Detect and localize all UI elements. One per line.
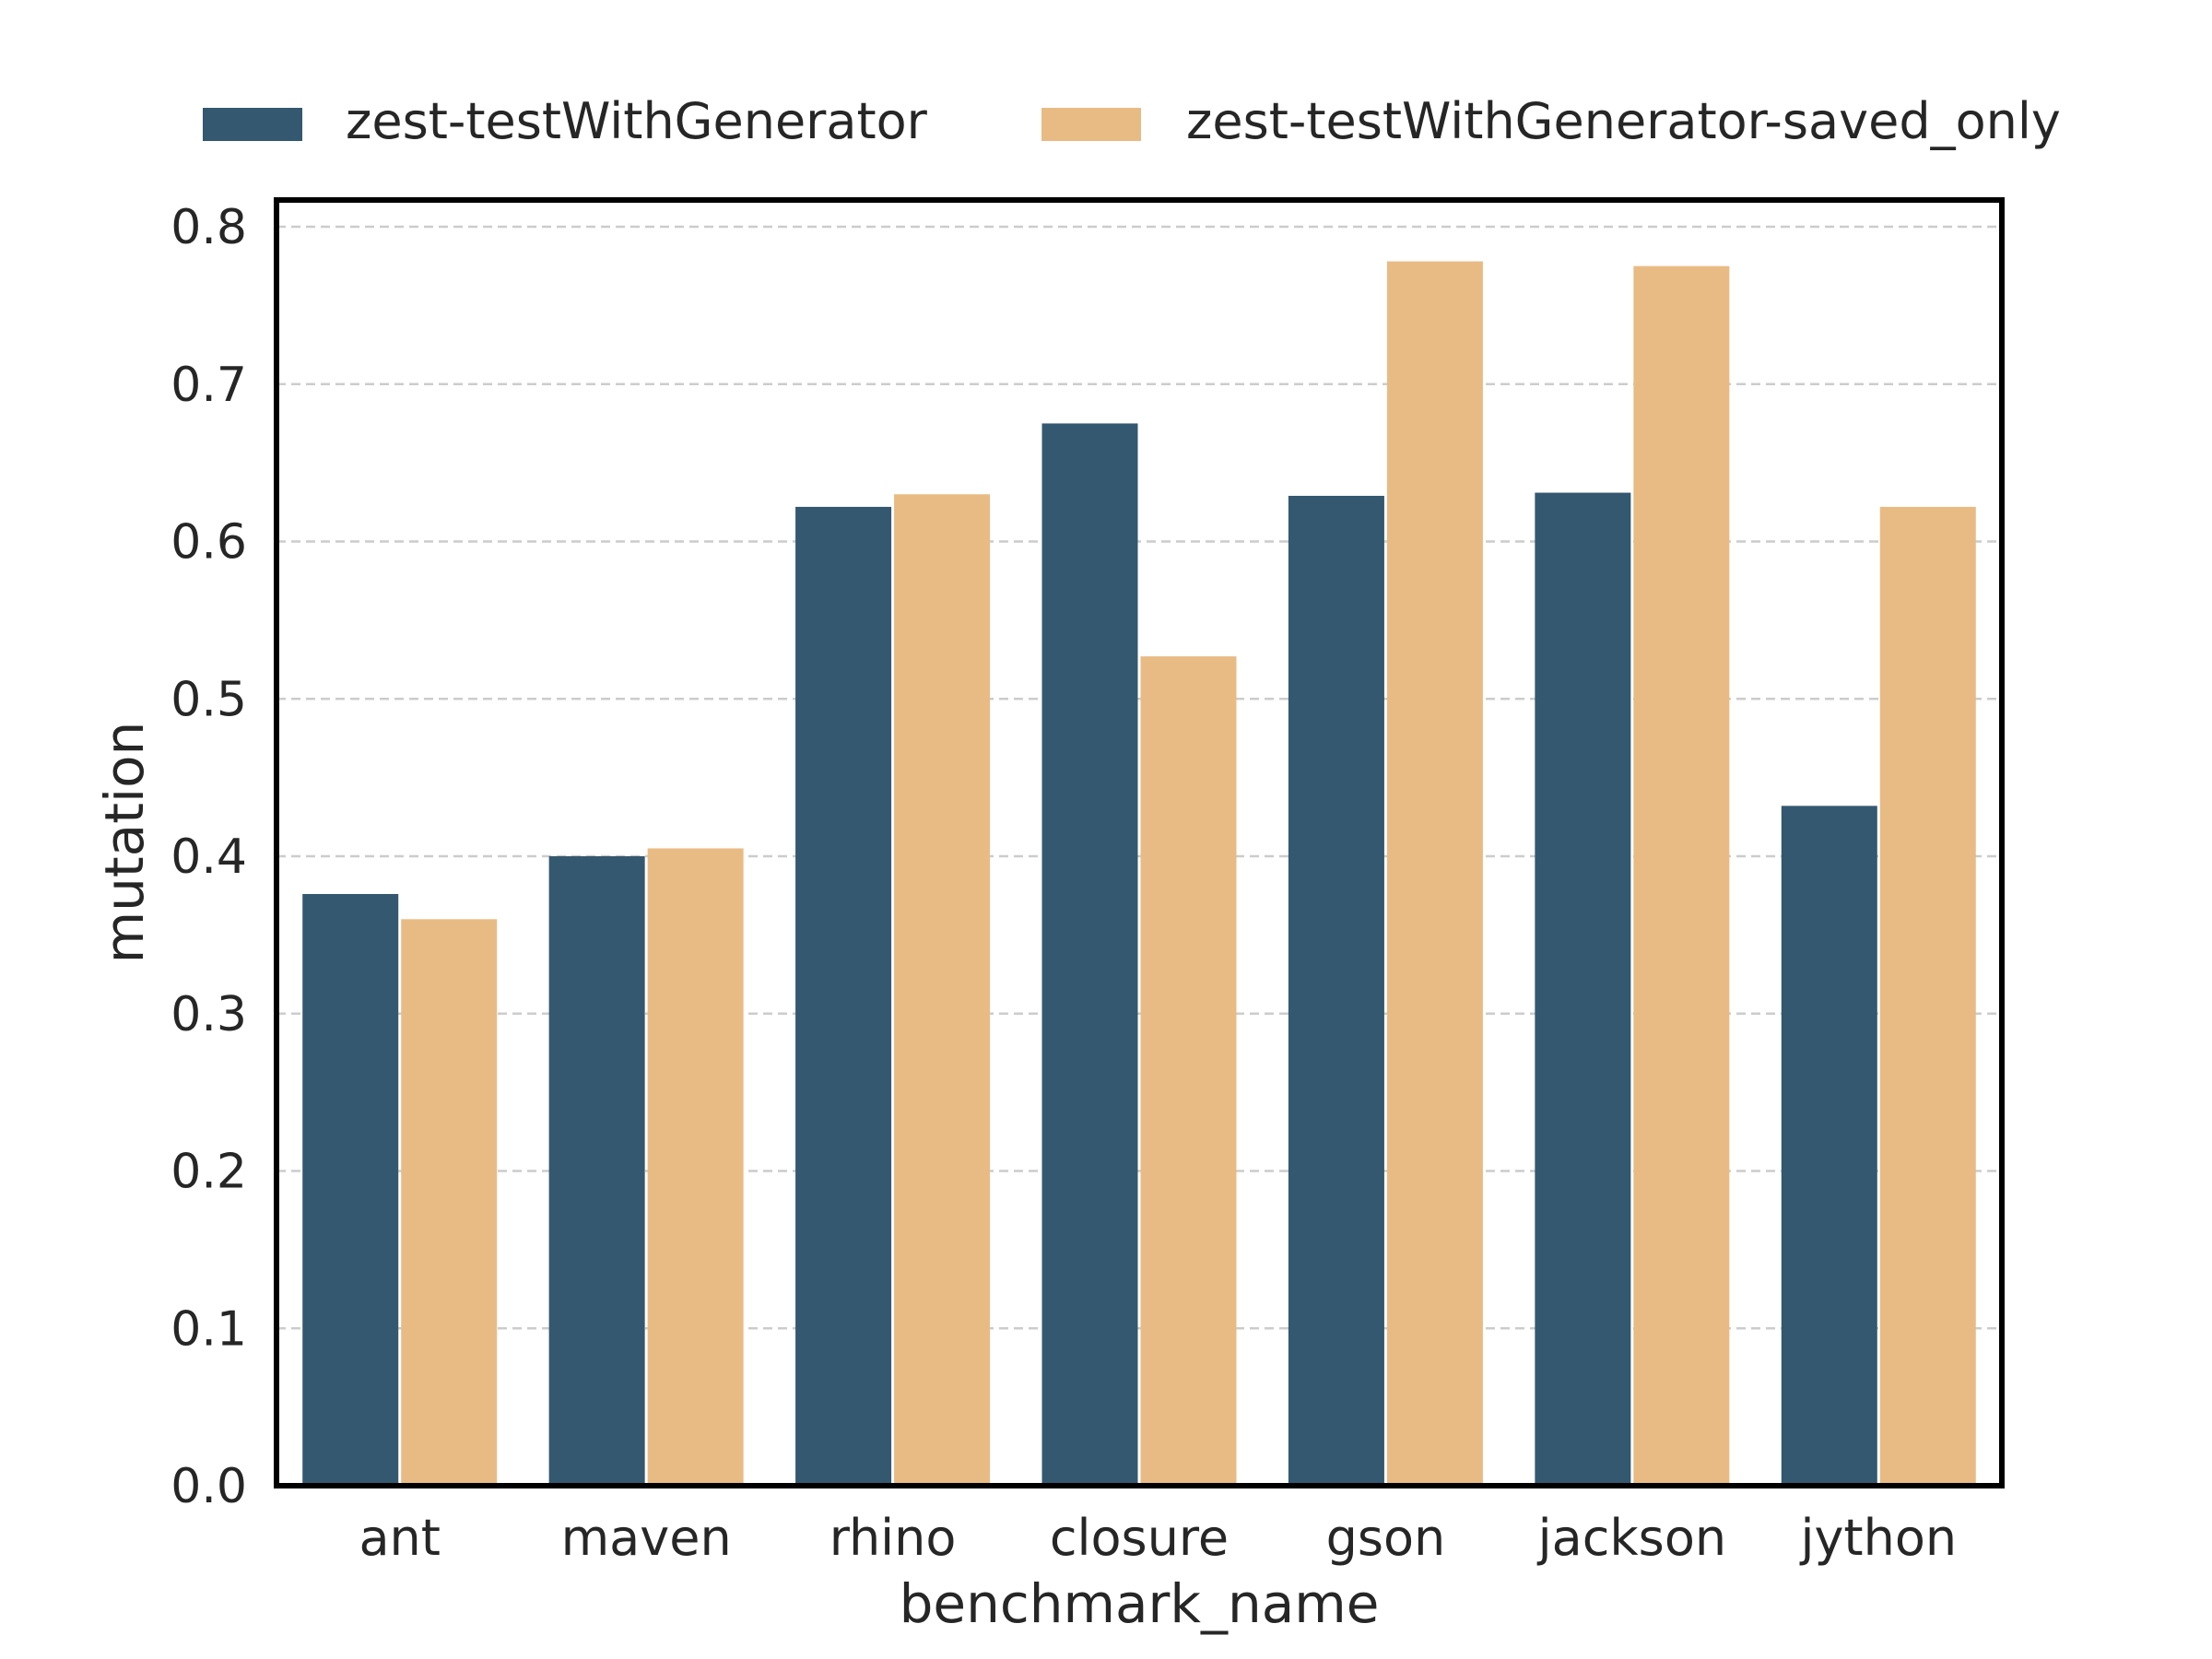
bar-jackson-series-1 bbox=[1535, 492, 1631, 1486]
legend-swatch-series-2 bbox=[1041, 108, 1141, 141]
bar-rhino-series-1 bbox=[795, 506, 892, 1486]
y-tick-label: 0.6 bbox=[171, 515, 247, 571]
y-tick-label: 0.8 bbox=[171, 200, 247, 255]
x-tick-label: jackson bbox=[1537, 1509, 1726, 1567]
x-tick-label: ant bbox=[359, 1509, 441, 1567]
bar-gson-series-2 bbox=[1386, 261, 1483, 1487]
legend: zest-testWithGenerator zest-testWithGene… bbox=[203, 92, 2061, 150]
x-axis-ticks: ant maven rhino closure gson jackson jython bbox=[359, 1509, 1957, 1567]
bar-rhino-series-2 bbox=[894, 494, 991, 1486]
bar-ant-series-2 bbox=[401, 919, 498, 1486]
x-tick-label: rhino bbox=[830, 1509, 957, 1567]
y-tick-label: 0.4 bbox=[171, 830, 247, 885]
gridlines bbox=[276, 225, 2002, 1330]
bar-jython-series-1 bbox=[1781, 806, 1877, 1486]
x-tick-label: closure bbox=[1050, 1509, 1229, 1567]
y-tick-label: 0.2 bbox=[171, 1145, 247, 1200]
bar-jython-series-2 bbox=[1879, 506, 1976, 1486]
y-tick-label: 0.3 bbox=[171, 987, 247, 1042]
plot-frame bbox=[274, 197, 2005, 1488]
y-tick-label: 0.1 bbox=[171, 1301, 247, 1357]
bars bbox=[302, 261, 1976, 1487]
bar-gson-series-1 bbox=[1288, 495, 1384, 1487]
bar-maven-series-2 bbox=[647, 848, 744, 1486]
y-axis-ticks: 0.0 0.1 0.2 0.3 0.4 0.5 0.6 0.7 0.8 bbox=[171, 200, 247, 1514]
y-tick-label: 0.5 bbox=[171, 672, 247, 727]
x-tick-label: gson bbox=[1326, 1509, 1446, 1567]
legend-label-series-1: zest-testWithGenerator bbox=[346, 92, 928, 150]
bar-closure-series-1 bbox=[1041, 423, 1138, 1486]
x-tick-label: maven bbox=[561, 1509, 732, 1567]
y-axis-label: mutation bbox=[93, 722, 156, 964]
x-tick-label: jython bbox=[1799, 1509, 1957, 1567]
y-tick-label: 0.7 bbox=[171, 358, 247, 413]
legend-swatch-series-1 bbox=[203, 108, 302, 141]
bar-jackson-series-2 bbox=[1633, 265, 1730, 1486]
legend-label-series-2: zest-testWithGenerator-saved_only bbox=[1186, 92, 2061, 150]
bar-maven-series-1 bbox=[548, 856, 645, 1486]
x-axis-label: benchmark_name bbox=[900, 1572, 1380, 1635]
bar-ant-series-1 bbox=[302, 893, 399, 1486]
y-tick-label: 0.0 bbox=[171, 1459, 247, 1514]
bar-closure-series-2 bbox=[1140, 656, 1237, 1486]
